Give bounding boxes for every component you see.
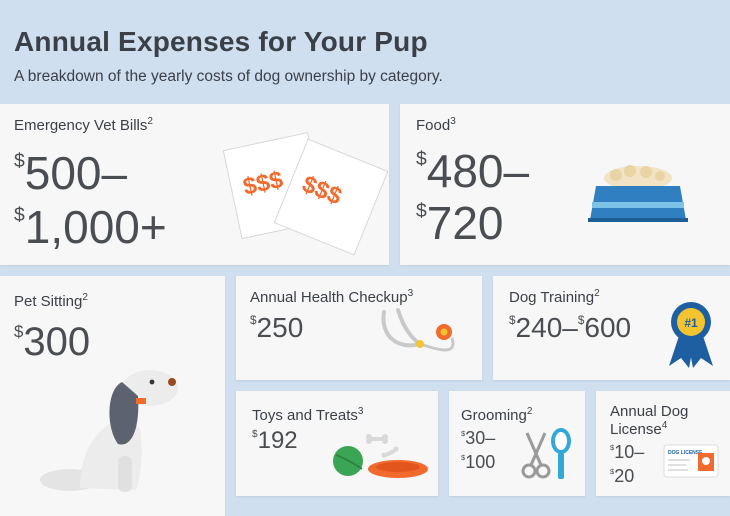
footnote-marker: 4	[661, 420, 668, 431]
card-label: Dog Training2	[509, 288, 600, 307]
bills-paper-icon: $$$ $$$	[222, 132, 389, 256]
toys-treats-icon	[333, 434, 428, 478]
footnote-marker: 2	[147, 116, 153, 127]
dog-icon	[40, 370, 178, 492]
page-subtitle: A breakdown of the yearly costs of dog o…	[14, 68, 443, 85]
footnote-marker: 2	[594, 288, 600, 299]
stethoscope-icon	[381, 308, 455, 352]
card-label: Grooming2	[461, 406, 533, 425]
footnote-marker: 3	[407, 288, 414, 299]
card-label: Toys and Treats3	[252, 406, 364, 425]
card-amount-line1: $10–	[610, 442, 645, 462]
card-label: Annual Dog License4	[610, 403, 689, 438]
card-amount-line1: $500–	[14, 147, 128, 199]
card-amount-line1: $30–	[461, 428, 496, 448]
card-label: Annual Health Checkup3	[250, 288, 414, 307]
card-amount-line2: $720	[416, 197, 504, 249]
license-card-icon: DOG LICENSE	[663, 444, 719, 478]
card-label: Food3	[416, 116, 456, 135]
card-amount: $240–$600	[509, 312, 632, 343]
card-amount-line2: $20	[610, 466, 635, 486]
card-annual-dog-license: Annual Dog License4 $10– $20 DOG LICENSE	[596, 391, 730, 496]
card-amount: $192	[252, 427, 298, 454]
card-amount: $250	[250, 312, 304, 343]
card-amount-line1: $480–	[416, 145, 530, 197]
card-emergency-vet-bills: Emergency Vet Bills2 $500– $1,000+ $$$ $…	[0, 104, 389, 265]
scissors-brush-icon	[521, 428, 571, 479]
svg-text:#1: #1	[684, 316, 698, 330]
ribbon-award-icon: #1	[669, 302, 713, 368]
card-amount: $300	[14, 320, 91, 364]
card-grooming: Grooming2 $30– $100	[449, 391, 585, 496]
card-amount-line2: $1,000+	[14, 201, 167, 253]
card-amount-line2: $100	[461, 452, 496, 472]
footnote-marker: 3	[450, 116, 456, 127]
food-bowl-icon	[588, 165, 688, 222]
card-annual-health-checkup: Annual Health Checkup3 $250	[236, 276, 482, 380]
card-toys-and-treats: Toys and Treats3 $192	[236, 391, 438, 496]
card-food: Food3 $480– $720	[400, 104, 730, 265]
card-label: Emergency Vet Bills2	[14, 116, 153, 135]
footnote-marker: 2	[82, 292, 88, 303]
card-pet-sitting: Pet Sitting2 $300	[0, 276, 225, 516]
header: Annual Expenses for Your Pup A breakdown…	[14, 26, 443, 86]
svg-text:DOG LICENSE: DOG LICENSE	[668, 450, 703, 456]
card-label: Pet Sitting2	[14, 292, 88, 311]
page-title: Annual Expenses for Your Pup	[14, 26, 428, 57]
card-dog-training: Dog Training2 $240–$600 #1	[493, 276, 730, 380]
footnote-marker: 3	[357, 406, 364, 417]
footnote-marker: 2	[526, 406, 533, 417]
